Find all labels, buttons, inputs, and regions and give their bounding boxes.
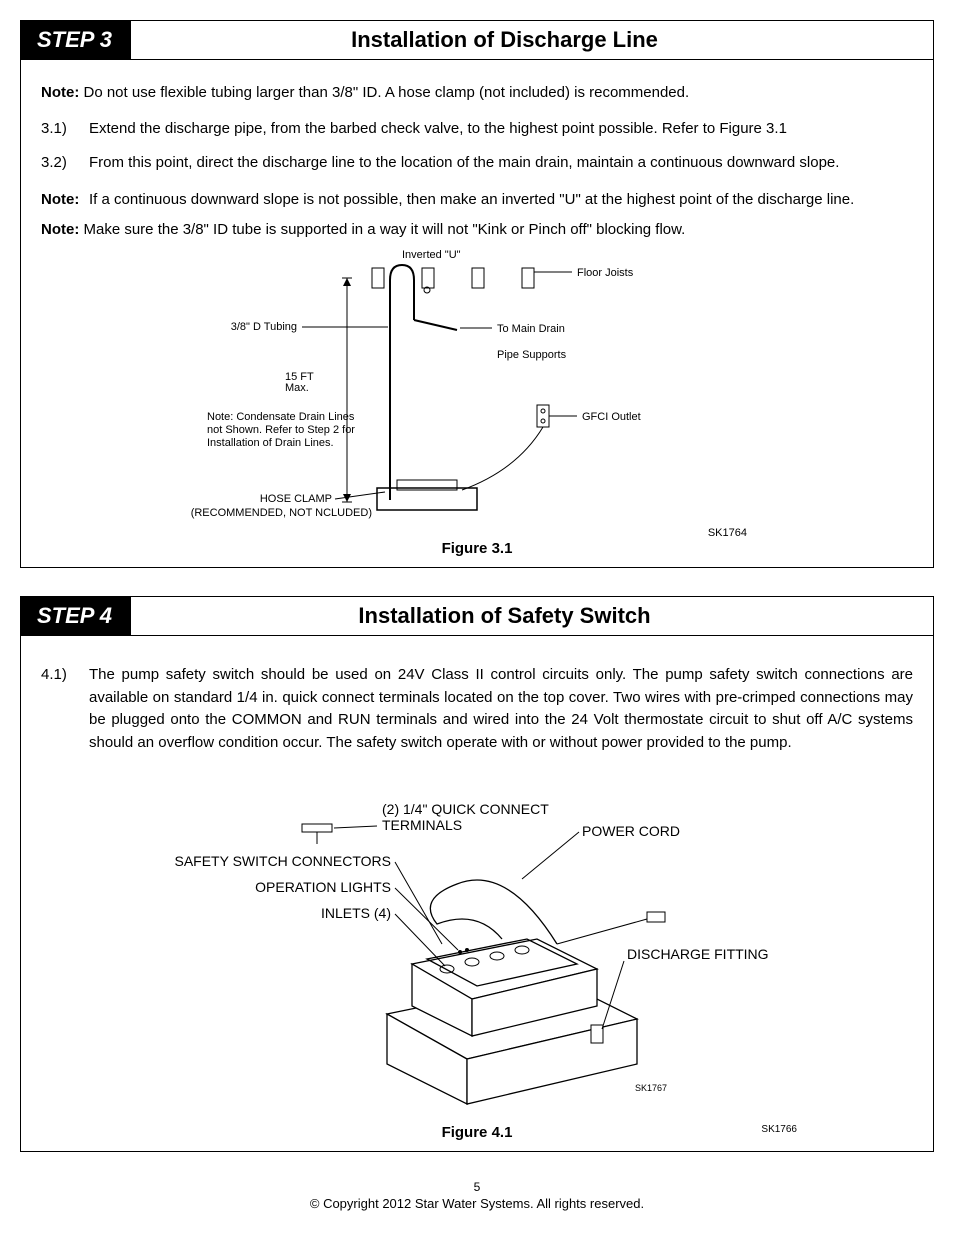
list-item: 3.2) From this point, direct the dischar… [41,152,913,175]
step3-note3: Note: Make sure the 3/8" ID tube is supp… [41,219,913,241]
note-label: Note: [41,84,79,101]
label-tubing: 3/8" D Tubing [231,321,297,333]
page-number: 5 [20,1180,934,1194]
item-num: 3.1) [41,118,89,141]
label-qc2: TERMINALS [382,817,462,833]
label-inverted-u: Inverted "U" [402,250,461,261]
item-text: Extend the discharge pipe, from the barb… [89,118,913,141]
step3-box: STEP 3 Installation of Discharge Line No… [20,20,934,568]
page: STEP 3 Installation of Discharge Line No… [20,20,934,1211]
figure-3-1: Floor Joists Inverted "U" 3/8" D Tubing … [177,250,777,557]
label-qc1: (2) 1/4" QUICK CONNECT [382,801,549,817]
label-note-a: Note: Condensate Drain Lines [207,411,355,423]
figure-4-1-sk: SK1766 [761,1124,797,1135]
step4-box: STEP 4 Installation of Safety Switch 4.1… [20,596,934,1152]
figure-4-1: (2) 1/4" QUICK CONNECT TERMINALS POWER C… [127,784,827,1141]
figure-4-1-sk-inner: SK1767 [635,1083,667,1093]
note-label: Note: [41,221,79,238]
figure-3-1-svg: Floor Joists Inverted "U" 3/8" D Tubing … [177,250,777,530]
step4-title: Installation of Safety Switch [76,597,933,635]
step4-header: STEP 4 Installation of Safety Switch [21,597,933,636]
page-footer: 5 © Copyright 2012 Star Water Systems. A… [20,1180,934,1211]
copyright: © Copyright 2012 Star Water Systems. All… [20,1196,934,1211]
figure-4-1-caption: Figure 4.1 [127,1124,827,1141]
label-to-main-drain: To Main Drain [497,323,565,335]
item-num: 3.2) [41,152,89,175]
label-pipe-supports: Pipe Supports [497,349,567,361]
step3-note2: Note: If a continuous downward slope is … [41,189,913,211]
label-max2: Max. [285,382,309,394]
note-text: If a continuous downward slope is not po… [89,189,854,211]
figure-4-1-svg: (2) 1/4" QUICK CONNECT TERMINALS POWER C… [127,784,827,1114]
step3-title: Installation of Discharge Line [76,21,933,59]
label-power-cord: POWER CORD [582,823,680,839]
label-floor-joists: Floor Joists [577,267,634,279]
label-safety-switch: SAFETY SWITCH CONNECTORS [174,853,391,869]
note-text: Do not use flexible tubing larger than 3… [79,84,689,101]
item-num: 4.1) [41,664,89,754]
label-recommended: (RECOMMENDED, NOT NCLUDED) [191,507,372,519]
step3-list: 3.1) Extend the discharge pipe, from the… [41,118,913,175]
step4-body: 4.1) The pump safety switch should be us… [21,636,933,1141]
label-discharge: DISCHARGE FITTING [627,946,769,962]
item-text: The pump safety switch should be used on… [89,664,913,754]
figure-3-1-caption: Figure 3.1 [177,540,777,557]
figure-3-1-sk: SK1764 [708,527,747,539]
step3-body: Note: Do not use flexible tubing larger … [21,60,933,557]
label-op-lights: OPERATION LIGHTS [255,879,391,895]
label-inlets: INLETS (4) [321,905,391,921]
list-item: 3.1) Extend the discharge pipe, from the… [41,118,913,141]
note-label: Note: [41,189,89,211]
label-hose-clamp: HOSE CLAMP [260,493,332,505]
note-text: Make sure the 3/8" ID tube is supported … [79,221,685,238]
step4-list: 4.1) The pump safety switch should be us… [41,664,913,754]
item-text: From this point, direct the discharge li… [89,152,913,175]
label-note-b: not Shown. Refer to Step 2 for [207,424,355,436]
step3-note1: Note: Do not use flexible tubing larger … [41,82,913,104]
label-note-c: Installation of Drain Lines. [207,437,334,449]
list-item: 4.1) The pump safety switch should be us… [41,664,913,754]
label-gfci: GFCI Outlet [582,411,641,423]
step3-header: STEP 3 Installation of Discharge Line [21,21,933,60]
